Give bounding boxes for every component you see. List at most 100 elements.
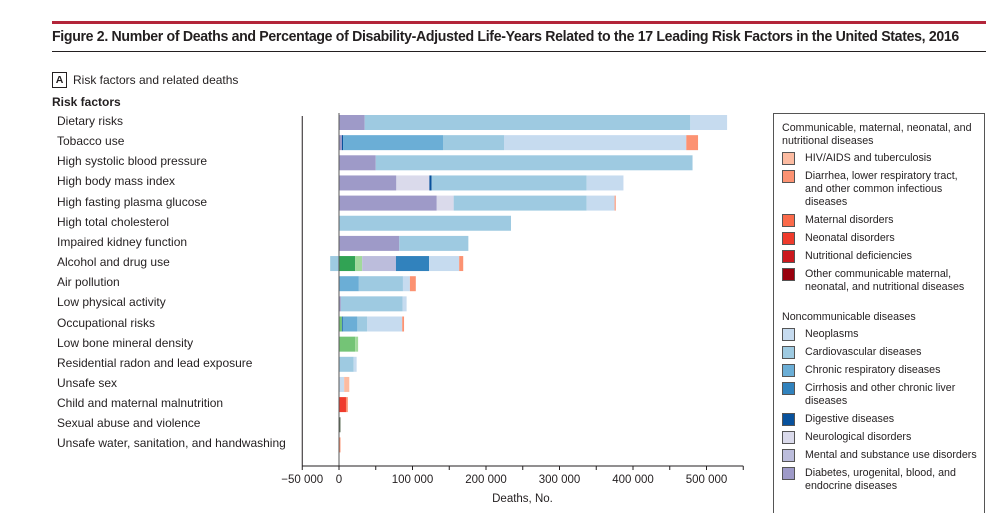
bar-segment-hiv <box>344 376 350 392</box>
bar-segment-injury_light <box>355 256 363 272</box>
bar-segment-digestive <box>341 135 344 151</box>
bar-segment-digestive <box>429 175 432 191</box>
legend-swatch <box>782 232 795 245</box>
bar-segment-diarrhea <box>614 195 616 211</box>
legend-swatch <box>782 364 795 377</box>
risk-factor-label: Low physical activity <box>57 295 166 310</box>
bar-segment-neoplasms <box>402 296 407 312</box>
bar-segment-chronic_resp <box>343 135 444 151</box>
panel-header: A Risk factors and related deaths <box>52 72 238 88</box>
legend-label: Neonatal disorders <box>805 232 895 244</box>
legend-item-mental: Mental and substance use disorders <box>782 449 984 462</box>
risk-factor-label: Tobacco use <box>57 134 125 149</box>
title-bottom-rule <box>52 51 986 52</box>
legend-swatch <box>782 449 795 462</box>
bar-segment-neoplasms <box>690 115 728 130</box>
legend-label: Nutritional deficiencies <box>805 250 912 262</box>
bar-segment-neoplasms <box>339 376 345 392</box>
legend: Communicable, maternal, neonatal, and nu… <box>773 113 985 513</box>
legend-swatch <box>782 467 795 480</box>
legend-item-maternal: Maternal disorders <box>782 214 984 227</box>
legend-label: Diabetes, urogenital, blood, and endocri… <box>805 467 956 492</box>
legend-item-hiv: HIV/AIDS and tuberculosis <box>782 152 984 165</box>
legend-group-title: Communicable, maternal, neonatal, and nu… <box>782 122 972 147</box>
legend-label: HIV/AIDS and tuberculosis <box>805 152 932 164</box>
legend-label: Cardiovascular diseases <box>805 346 922 358</box>
legend-label: Other communicable maternal, neonatal, a… <box>805 268 965 293</box>
bar-segment-neoplasms <box>429 256 460 272</box>
legend-item-chronic_resp: Chronic respiratory diseases <box>782 364 984 377</box>
x-tick-label: −50 000 <box>281 474 323 486</box>
bar-segment-diarrhea <box>409 276 416 292</box>
legend-item-neonatal: Neonatal disorders <box>782 232 984 245</box>
bar-segment-neoplasms <box>504 135 687 151</box>
legend-label: Maternal disorders <box>805 214 894 226</box>
legend-swatch <box>782 268 795 281</box>
bar-segment-chronic_resp <box>339 276 359 292</box>
title-top-rule <box>52 21 986 24</box>
bar-segment-diarrhea <box>459 256 464 272</box>
risk-factor-label: High fasting plasma glucose <box>57 194 208 209</box>
bar-segment-neuro <box>436 195 454 211</box>
bar-segment-injury_dark <box>339 256 356 272</box>
bar-segment-cvd <box>453 195 587 211</box>
legend-item-diabetes: Diabetes, urogenital, blood, and endocri… <box>782 467 984 493</box>
legend-swatch <box>782 431 795 444</box>
bar-segment-mental <box>362 256 396 272</box>
legend-label: Mental and substance use disorders <box>805 449 977 461</box>
bar-segment-diabetes <box>339 115 365 130</box>
risk-factor-label: Air pollution <box>57 275 120 290</box>
bar-segment-chronic_resp <box>342 316 358 332</box>
risk-factor-label: Low bone mineral density <box>57 335 194 350</box>
legend-item-cirrhosis: Cirrhosis and other chronic liver diseas… <box>782 382 984 408</box>
bar-segment-cvd <box>358 276 403 292</box>
bar-segment-diarrhea <box>402 316 405 332</box>
legend-label: Cirrhosis and other chronic liver diseas… <box>805 382 956 407</box>
legend-swatch <box>782 170 795 183</box>
x-tick-label: 500 000 <box>686 474 728 486</box>
panel-letter-badge: A <box>52 72 67 88</box>
risk-factor-label: Occupational risks <box>57 315 156 330</box>
bar-segment-cvd <box>364 115 691 130</box>
legend-item-neuro: Neurological disorders <box>782 431 984 444</box>
legend-label: Neurological disorders <box>805 431 912 443</box>
bar-segment-cvd <box>431 175 587 191</box>
legend-group-gap <box>782 299 984 311</box>
bar-segment-injury_light <box>355 336 359 352</box>
legend-swatch <box>782 413 795 426</box>
bar-segment-neoplasms <box>367 316 403 332</box>
bar-segment-injury_mid <box>339 316 342 332</box>
legend-swatch <box>782 382 795 395</box>
bar-segment-diabetes <box>339 175 397 191</box>
bar-segment-cirrhosis <box>395 256 430 272</box>
risk-factor-label: Dietary risks <box>57 114 124 128</box>
risk-factor-label: High systolic blood pressure <box>57 154 208 169</box>
bar-segment-cvd <box>375 155 693 171</box>
bar-segment-cvd <box>339 215 511 231</box>
bar-segment-cvd <box>357 316 368 332</box>
legend-item-nutritional: Nutritional deficiencies <box>782 250 984 263</box>
figure-title: Figure 2. Number of Deaths and Percentag… <box>52 28 959 45</box>
legend-swatch <box>782 346 795 359</box>
risk-factor-label: Residential radon and lead exposure <box>57 355 253 370</box>
legend-label: Chronic respiratory diseases <box>805 364 941 376</box>
bar-segment-cvd <box>399 235 469 251</box>
x-tick-label: 100 000 <box>392 474 434 486</box>
bar-segment-negative-cvd <box>330 256 339 272</box>
x-tick-label: 400 000 <box>612 474 654 486</box>
legend-group-title: Noncommunicable diseases <box>782 311 916 323</box>
legend-label: Neoplasms <box>805 328 859 340</box>
panel-title: Risk factors and related deaths <box>73 73 239 87</box>
bar-segment-neonatal <box>339 397 346 413</box>
bar-segment-neoplasms <box>402 276 410 292</box>
bar-segment-neoplasms <box>353 356 357 372</box>
bar-segment-diarrhea <box>686 135 699 151</box>
risk-factor-label: Child and maternal malnutrition <box>57 396 224 411</box>
legend-item-neoplasms: Neoplasms <box>782 328 984 341</box>
legend-item-cvd: Cardiovascular diseases <box>782 346 984 359</box>
bar-segment-neuro <box>396 175 430 191</box>
bar-segment-digestive <box>341 316 343 332</box>
risk-factor-label: High total cholesterol <box>57 214 170 229</box>
bar-segment-diarrhea <box>339 437 341 453</box>
x-axis-title: Deaths, No. <box>492 493 553 505</box>
